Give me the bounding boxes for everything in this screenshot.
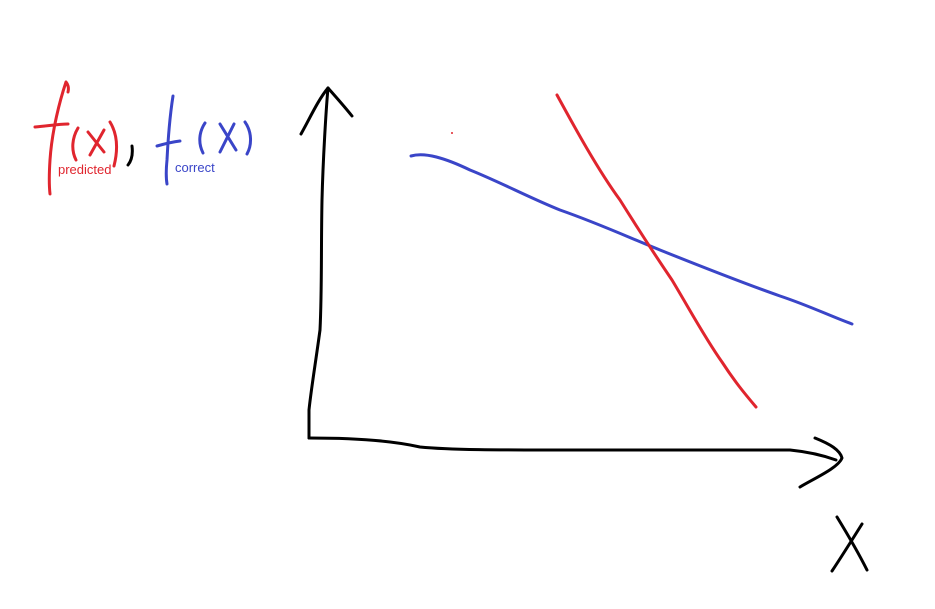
stray-dot: [451, 132, 453, 134]
predicted-x-glyph: [86, 128, 106, 157]
x-label-stroke-2: [830, 522, 864, 573]
predicted-open-paren: [71, 126, 80, 162]
correct-subscript: correct: [175, 160, 215, 175]
x-label-stroke-1: [835, 515, 869, 572]
correct-x-glyph: [218, 122, 238, 154]
correct-function-curve: [409, 153, 854, 326]
legend-comma: [126, 144, 134, 167]
legend-predicted: [33, 80, 119, 196]
correct-close-paren: [243, 120, 252, 156]
axes: [299, 86, 844, 489]
predicted-f-glyph: [33, 80, 70, 196]
predicted-close-paren: [108, 120, 119, 168]
legend-correct: [155, 94, 252, 186]
predicted-function-curve: [555, 93, 758, 409]
arrow-right-icon: [798, 436, 844, 489]
arrow-up-icon: [299, 86, 354, 136]
correct-f-glyph: [155, 94, 182, 186]
y-axis-line: [307, 86, 330, 440]
predicted-subscript: predicted: [58, 162, 111, 177]
x-axis-line: [307, 436, 838, 462]
x-axis-label: [830, 515, 869, 573]
correct-open-paren: [198, 121, 207, 155]
